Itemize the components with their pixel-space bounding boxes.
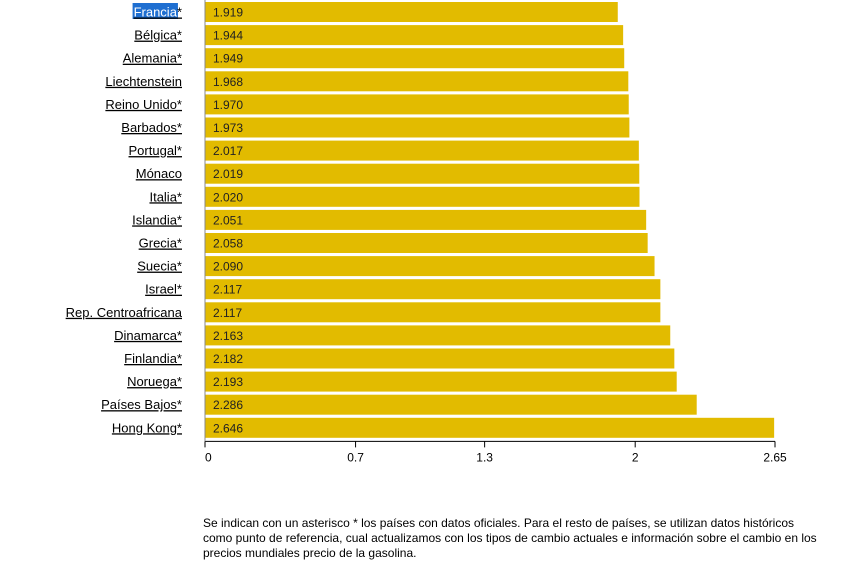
bar-value-label: 2.020	[213, 190, 243, 204]
x-tick-label: 2	[632, 450, 639, 464]
category-labels-layer: Francia* Bélgica* Alemania* Liechtenstein R…	[66, 3, 183, 435]
footnote: Se indican con un asterisco * los países…	[203, 516, 817, 560]
category-label[interactable]: Barbados*	[121, 120, 182, 135]
bar-value-label: 1.973	[213, 121, 243, 135]
category-label[interactable]: Islandia*	[132, 212, 182, 227]
bar-value-label: 2.058	[213, 237, 243, 251]
bar-6[interactable]	[205, 140, 639, 161]
category-label[interactable]: Portugal*	[129, 143, 182, 158]
x-tick-label: 2.65	[763, 450, 787, 464]
bars-layer: 1.919 1.944 1.949 1.968 1.970 1.973 2.017 2.019…	[205, 2, 775, 438]
x-tick-label: 1.3	[476, 450, 493, 464]
bar-value-label: 2.182	[213, 352, 243, 366]
bar-4[interactable]	[205, 94, 629, 115]
bar-11[interactable]	[205, 256, 655, 277]
category-label[interactable]: Liechtenstein	[105, 74, 182, 89]
bar-15[interactable]	[205, 348, 675, 369]
category-label-group[interactable]: Finlandia*	[124, 351, 182, 366]
category-label[interactable]: Reino Unido*	[105, 97, 182, 112]
category-label-group[interactable]: Israel*	[145, 282, 182, 297]
bar-value-label: 2.017	[213, 144, 243, 158]
bar-10[interactable]	[205, 233, 648, 253]
bar-14[interactable]	[205, 325, 671, 346]
bar-value-label: 2.019	[213, 167, 243, 181]
category-label-group[interactable]: Reino Unido*	[105, 97, 182, 112]
x-tick-label: 0.7	[347, 450, 364, 464]
category-label-selected-part: Francia	[134, 5, 178, 20]
category-label-group[interactable]: Alemania*	[123, 51, 182, 66]
category-label-group[interactable]: Grecia*	[139, 236, 182, 251]
bar-value-label: 1.944	[213, 29, 243, 43]
bar-17[interactable]	[205, 394, 697, 415]
category-label-group[interactable]: Hong Kong*	[112, 420, 182, 435]
bar-value-label: 2.286	[213, 398, 243, 412]
category-label-group[interactable]: Portugal*	[129, 143, 182, 158]
category-label[interactable]: Dinamarca*	[114, 328, 182, 343]
category-label-group[interactable]: Francia*	[132, 3, 182, 20]
category-label[interactable]: Grecia*	[139, 236, 182, 251]
category-label-group[interactable]: Bélgica*	[134, 28, 182, 43]
category-label[interactable]: Finlandia*	[124, 351, 182, 366]
category-label[interactable]: Noruega*	[127, 374, 182, 389]
x-tick-label: 0	[205, 450, 212, 464]
bar-7[interactable]	[205, 163, 640, 184]
category-label-group[interactable]: Mónaco	[136, 166, 182, 181]
bar-value-label: 1.949	[213, 52, 243, 66]
bar-8[interactable]	[205, 186, 640, 207]
category-label-group[interactable]: Islandia*	[132, 212, 182, 227]
bar-9[interactable]	[205, 209, 647, 230]
category-label[interactable]: Rep. Centroafricana	[66, 305, 183, 320]
bar-16[interactable]	[205, 371, 677, 392]
bar-value-label: 2.117	[213, 283, 242, 297]
category-label-group[interactable]: Rep. Centroafricana	[66, 305, 183, 320]
bar-5[interactable]	[205, 117, 630, 138]
category-label[interactable]: Francia*	[134, 5, 182, 20]
bar-12[interactable]	[205, 279, 661, 300]
category-label-group[interactable]: Dinamarca*	[114, 328, 182, 343]
category-label[interactable]: Suecia*	[137, 259, 182, 274]
bar-value-label: 1.970	[213, 98, 243, 112]
bar-1[interactable]	[205, 25, 624, 46]
category-label[interactable]: Alemania*	[123, 51, 182, 66]
bar-2[interactable]	[205, 48, 625, 69]
category-label[interactable]: Israel*	[145, 282, 182, 297]
category-label[interactable]: Mónaco	[136, 166, 182, 181]
category-label[interactable]: Hong Kong*	[112, 420, 182, 435]
category-label[interactable]: Países Bajos*	[101, 397, 182, 412]
category-label[interactable]: Italia*	[149, 189, 182, 204]
bar-value-label: 1.968	[213, 75, 243, 89]
bar-value-label: 2.193	[213, 375, 243, 389]
category-label[interactable]: Bélgica*	[134, 28, 182, 43]
bar-value-label: 2.163	[213, 329, 243, 343]
bar-value-label: 1.919	[213, 6, 243, 20]
category-label-group[interactable]: Italia*	[149, 189, 182, 204]
bar-0[interactable]	[205, 2, 618, 22]
bar-value-label: 2.051	[213, 213, 243, 227]
bar-chart: 1.919 1.944 1.949 1.968 1.970 1.973 2.017 2.019…	[66, 0, 787, 464]
category-label-group[interactable]: Liechtenstein	[105, 74, 182, 89]
selection-highlight	[132, 3, 178, 19]
category-label-group[interactable]: Noruega*	[127, 374, 182, 389]
bar-value-label: 2.117	[213, 306, 242, 320]
bar-13[interactable]	[205, 302, 661, 323]
category-label-group[interactable]: Países Bajos*	[101, 397, 182, 412]
bar-value-label: 2.646	[213, 421, 243, 435]
category-label-group[interactable]: Suecia*	[137, 259, 182, 274]
x-axis: 0 0.7 1.3 2 2.65	[204, 0, 787, 464]
bar-value-label: 2.090	[213, 260, 243, 274]
bar-18[interactable]	[205, 417, 775, 438]
category-label-group[interactable]: Barbados*	[121, 120, 182, 135]
category-label-rest-part: *	[177, 5, 182, 20]
bar-3[interactable]	[205, 71, 629, 92]
